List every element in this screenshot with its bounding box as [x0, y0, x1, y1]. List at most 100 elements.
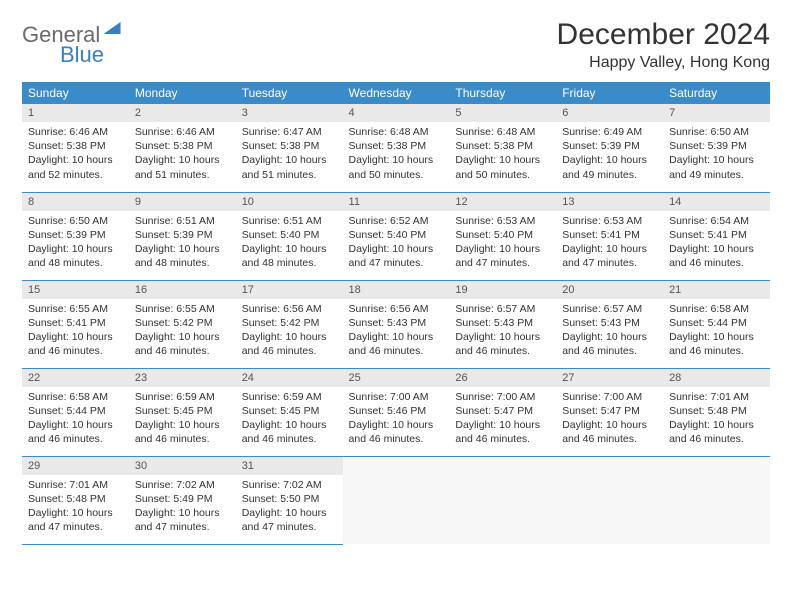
day-details: Sunrise: 6:48 AMSunset: 5:38 PMDaylight:…	[343, 122, 450, 188]
daylight-text: Daylight: 10 hours and 46 minutes.	[28, 330, 123, 358]
sunset-text: Sunset: 5:39 PM	[28, 228, 123, 242]
calendar-week-row: 22Sunrise: 6:58 AMSunset: 5:44 PMDayligh…	[22, 368, 770, 456]
sunrise-text: Sunrise: 6:53 AM	[562, 214, 657, 228]
daylight-text: Daylight: 10 hours and 46 minutes.	[349, 418, 444, 446]
weekday-header: Wednesday	[343, 82, 450, 104]
sunset-text: Sunset: 5:41 PM	[28, 316, 123, 330]
calendar-empty-cell	[449, 456, 556, 544]
calendar-empty-cell	[343, 456, 450, 544]
sunrise-text: Sunrise: 6:59 AM	[242, 390, 337, 404]
day-number: 31	[236, 457, 343, 475]
daylight-text: Daylight: 10 hours and 47 minutes.	[349, 242, 444, 270]
weekday-header-row: Sunday Monday Tuesday Wednesday Thursday…	[22, 82, 770, 104]
day-number: 25	[343, 369, 450, 387]
sunset-text: Sunset: 5:38 PM	[242, 139, 337, 153]
day-details: Sunrise: 6:47 AMSunset: 5:38 PMDaylight:…	[236, 122, 343, 188]
sunset-text: Sunset: 5:44 PM	[28, 404, 123, 418]
daylight-text: Daylight: 10 hours and 46 minutes.	[455, 330, 550, 358]
daylight-text: Daylight: 10 hours and 46 minutes.	[669, 418, 764, 446]
page-header: GeneralBlue December 2024 Happy Valley, …	[22, 18, 770, 72]
sunset-text: Sunset: 5:46 PM	[349, 404, 444, 418]
weekday-header: Saturday	[663, 82, 770, 104]
daylight-text: Daylight: 10 hours and 47 minutes.	[135, 506, 230, 534]
sunrise-text: Sunrise: 6:50 AM	[669, 125, 764, 139]
sunrise-text: Sunrise: 6:55 AM	[28, 302, 123, 316]
daylight-text: Daylight: 10 hours and 46 minutes.	[669, 330, 764, 358]
calendar-day-cell: 31Sunrise: 7:02 AMSunset: 5:50 PMDayligh…	[236, 456, 343, 544]
calendar-day-cell: 24Sunrise: 6:59 AMSunset: 5:45 PMDayligh…	[236, 368, 343, 456]
calendar-day-cell: 10Sunrise: 6:51 AMSunset: 5:40 PMDayligh…	[236, 192, 343, 280]
sunrise-text: Sunrise: 6:59 AM	[135, 390, 230, 404]
calendar-day-cell: 17Sunrise: 6:56 AMSunset: 5:42 PMDayligh…	[236, 280, 343, 368]
calendar-day-cell: 27Sunrise: 7:00 AMSunset: 5:47 PMDayligh…	[556, 368, 663, 456]
day-number: 28	[663, 369, 770, 387]
sunset-text: Sunset: 5:45 PM	[242, 404, 337, 418]
sunset-text: Sunset: 5:41 PM	[669, 228, 764, 242]
daylight-text: Daylight: 10 hours and 47 minutes.	[242, 506, 337, 534]
day-number: 24	[236, 369, 343, 387]
sunrise-text: Sunrise: 6:51 AM	[135, 214, 230, 228]
daylight-text: Daylight: 10 hours and 46 minutes.	[135, 330, 230, 358]
day-details: Sunrise: 7:02 AMSunset: 5:49 PMDaylight:…	[129, 475, 236, 541]
daylight-text: Daylight: 10 hours and 46 minutes.	[135, 418, 230, 446]
day-number: 30	[129, 457, 236, 475]
calendar-week-row: 29Sunrise: 7:01 AMSunset: 5:48 PMDayligh…	[22, 456, 770, 544]
calendar-day-cell: 12Sunrise: 6:53 AMSunset: 5:40 PMDayligh…	[449, 192, 556, 280]
sunset-text: Sunset: 5:40 PM	[349, 228, 444, 242]
sunrise-text: Sunrise: 6:46 AM	[28, 125, 123, 139]
day-number: 8	[22, 193, 129, 211]
daylight-text: Daylight: 10 hours and 47 minutes.	[562, 242, 657, 270]
day-details: Sunrise: 6:57 AMSunset: 5:43 PMDaylight:…	[449, 299, 556, 365]
daylight-text: Daylight: 10 hours and 50 minutes.	[349, 153, 444, 181]
day-details: Sunrise: 6:59 AMSunset: 5:45 PMDaylight:…	[236, 387, 343, 453]
calendar-day-cell: 6Sunrise: 6:49 AMSunset: 5:39 PMDaylight…	[556, 104, 663, 192]
day-details: Sunrise: 6:49 AMSunset: 5:39 PMDaylight:…	[556, 122, 663, 188]
calendar-empty-cell	[663, 456, 770, 544]
calendar-week-row: 8Sunrise: 6:50 AMSunset: 5:39 PMDaylight…	[22, 192, 770, 280]
sunrise-text: Sunrise: 6:58 AM	[28, 390, 123, 404]
sunrise-text: Sunrise: 6:56 AM	[242, 302, 337, 316]
sunset-text: Sunset: 5:44 PM	[669, 316, 764, 330]
day-number: 27	[556, 369, 663, 387]
calendar-week-row: 1Sunrise: 6:46 AMSunset: 5:38 PMDaylight…	[22, 104, 770, 192]
day-details: Sunrise: 7:00 AMSunset: 5:46 PMDaylight:…	[343, 387, 450, 453]
calendar-day-cell: 28Sunrise: 7:01 AMSunset: 5:48 PMDayligh…	[663, 368, 770, 456]
day-details: Sunrise: 6:54 AMSunset: 5:41 PMDaylight:…	[663, 211, 770, 277]
day-number: 4	[343, 104, 450, 122]
sunset-text: Sunset: 5:39 PM	[669, 139, 764, 153]
sunrise-text: Sunrise: 6:54 AM	[669, 214, 764, 228]
daylight-text: Daylight: 10 hours and 46 minutes.	[669, 242, 764, 270]
sunset-text: Sunset: 5:42 PM	[242, 316, 337, 330]
calendar-day-cell: 26Sunrise: 7:00 AMSunset: 5:47 PMDayligh…	[449, 368, 556, 456]
day-details: Sunrise: 6:56 AMSunset: 5:43 PMDaylight:…	[343, 299, 450, 365]
daylight-text: Daylight: 10 hours and 47 minutes.	[28, 506, 123, 534]
day-number: 12	[449, 193, 556, 211]
sunrise-text: Sunrise: 6:53 AM	[455, 214, 550, 228]
day-details: Sunrise: 7:02 AMSunset: 5:50 PMDaylight:…	[236, 475, 343, 541]
calendar-day-cell: 2Sunrise: 6:46 AMSunset: 5:38 PMDaylight…	[129, 104, 236, 192]
day-number: 20	[556, 281, 663, 299]
day-details: Sunrise: 6:56 AMSunset: 5:42 PMDaylight:…	[236, 299, 343, 365]
day-details: Sunrise: 7:01 AMSunset: 5:48 PMDaylight:…	[663, 387, 770, 453]
day-details: Sunrise: 6:53 AMSunset: 5:40 PMDaylight:…	[449, 211, 556, 277]
day-number: 15	[22, 281, 129, 299]
day-details: Sunrise: 7:00 AMSunset: 5:47 PMDaylight:…	[449, 387, 556, 453]
sunset-text: Sunset: 5:38 PM	[28, 139, 123, 153]
day-number: 18	[343, 281, 450, 299]
sunset-text: Sunset: 5:50 PM	[242, 492, 337, 506]
brand-part2: Blue	[60, 42, 121, 68]
day-number: 2	[129, 104, 236, 122]
sunset-text: Sunset: 5:43 PM	[349, 316, 444, 330]
day-details: Sunrise: 6:57 AMSunset: 5:43 PMDaylight:…	[556, 299, 663, 365]
calendar-day-cell: 13Sunrise: 6:53 AMSunset: 5:41 PMDayligh…	[556, 192, 663, 280]
day-number: 10	[236, 193, 343, 211]
sunset-text: Sunset: 5:42 PM	[135, 316, 230, 330]
day-number: 22	[22, 369, 129, 387]
sunset-text: Sunset: 5:48 PM	[28, 492, 123, 506]
sunrise-text: Sunrise: 6:51 AM	[242, 214, 337, 228]
title-block: December 2024 Happy Valley, Hong Kong	[557, 18, 770, 72]
sunset-text: Sunset: 5:49 PM	[135, 492, 230, 506]
daylight-text: Daylight: 10 hours and 49 minutes.	[669, 153, 764, 181]
day-details: Sunrise: 6:58 AMSunset: 5:44 PMDaylight:…	[22, 387, 129, 453]
sunset-text: Sunset: 5:38 PM	[135, 139, 230, 153]
